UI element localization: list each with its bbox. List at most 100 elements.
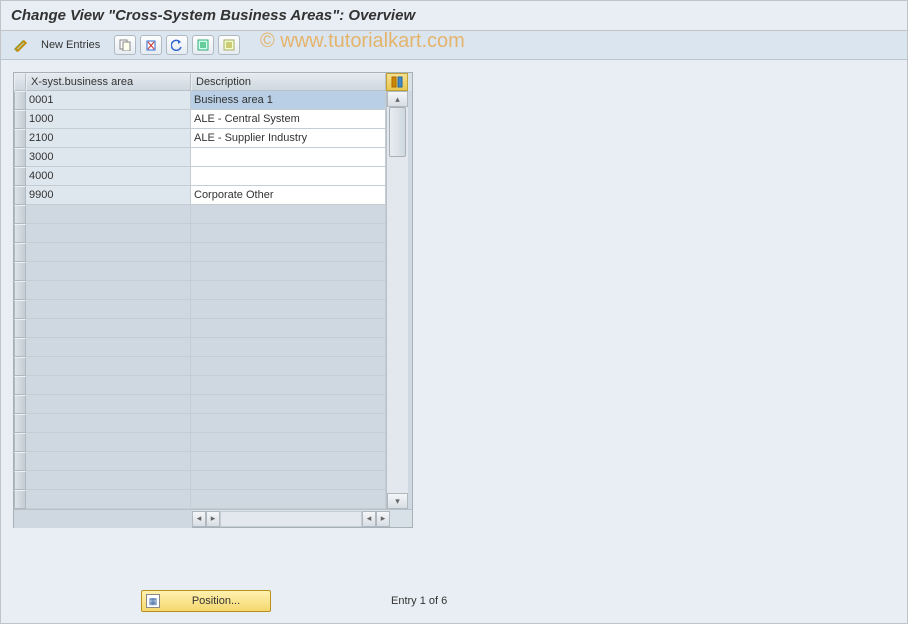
table-row[interactable]: 1000ALE - Central System: [14, 110, 386, 129]
table-row[interactable]: 3000: [14, 148, 386, 167]
cell-description: [191, 452, 386, 471]
cell-code: [26, 243, 191, 262]
cell-code[interactable]: 3000: [26, 148, 191, 167]
scroll-right-icon[interactable]: ◂: [362, 511, 376, 527]
cell-description: [191, 205, 386, 224]
scroll-track[interactable]: [387, 107, 408, 493]
row-selector[interactable]: [14, 205, 26, 224]
cell-description: [191, 300, 386, 319]
row-selector[interactable]: [14, 300, 26, 319]
row-selector-header[interactable]: [14, 73, 26, 91]
cell-description: [191, 357, 386, 376]
cell-description[interactable]: ALE - Central System: [191, 110, 386, 129]
cell-description[interactable]: ALE - Supplier Industry: [191, 129, 386, 148]
table-row-empty: [14, 490, 386, 509]
cell-description[interactable]: [191, 167, 386, 186]
cell-description: [191, 262, 386, 281]
cell-code[interactable]: 9900: [26, 186, 191, 205]
scroll-up-icon[interactable]: ▴: [387, 91, 408, 107]
entry-counter: Entry 1 of 6: [391, 595, 447, 607]
row-selector[interactable]: [14, 452, 26, 471]
cell-code: [26, 300, 191, 319]
cell-description[interactable]: [191, 148, 386, 167]
table-row-empty: [14, 319, 386, 338]
cell-code[interactable]: 4000: [26, 167, 191, 186]
cell-description[interactable]: Business area 1: [191, 91, 386, 110]
row-selector[interactable]: [14, 490, 26, 509]
undo-icon[interactable]: [166, 35, 188, 55]
row-selector[interactable]: [14, 148, 26, 167]
page-title: Change View "Cross-System Business Areas…: [11, 7, 415, 24]
select-all-icon[interactable]: [192, 35, 214, 55]
table-row[interactable]: 4000: [14, 167, 386, 186]
position-button-label: Position...: [166, 595, 266, 607]
cell-code: [26, 376, 191, 395]
cell-code[interactable]: 1000: [26, 110, 191, 129]
row-selector[interactable]: [14, 243, 26, 262]
hscroll-track[interactable]: [220, 511, 362, 527]
row-selector[interactable]: [14, 319, 26, 338]
row-selector[interactable]: [14, 376, 26, 395]
row-selector[interactable]: [14, 395, 26, 414]
position-button[interactable]: ▦ Position...: [141, 590, 271, 612]
column-header-description[interactable]: Description: [191, 73, 386, 91]
cell-code: [26, 262, 191, 281]
row-selector[interactable]: [14, 167, 26, 186]
row-selector[interactable]: [14, 357, 26, 376]
page-title-bar: Change View "Cross-System Business Areas…: [0, 0, 908, 31]
table-row-empty: [14, 205, 386, 224]
toggle-edit-icon[interactable]: [9, 35, 33, 55]
footer-row: ▦ Position... Entry 1 of 6: [141, 590, 447, 612]
row-selector[interactable]: [14, 433, 26, 452]
table-row-empty: [14, 300, 386, 319]
table-row-empty: [14, 395, 386, 414]
new-entries-button[interactable]: New Entries: [37, 39, 110, 51]
table-row-empty: [14, 338, 386, 357]
cell-code[interactable]: 2100: [26, 129, 191, 148]
scroll-right-end-icon[interactable]: ▸: [376, 511, 390, 527]
scroll-down-icon[interactable]: ▾: [387, 493, 408, 509]
row-selector[interactable]: [14, 262, 26, 281]
cell-code: [26, 357, 191, 376]
delete-icon[interactable]: [140, 35, 162, 55]
cell-code: [26, 205, 191, 224]
row-selector[interactable]: [14, 414, 26, 433]
cell-code: [26, 395, 191, 414]
column-header-code[interactable]: X-syst.business area: [26, 73, 191, 91]
row-selector[interactable]: [14, 471, 26, 490]
content-area: X-syst.business area Description 0001Bus…: [0, 60, 908, 624]
cell-description: [191, 471, 386, 490]
table-row[interactable]: 2100ALE - Supplier Industry: [14, 129, 386, 148]
row-selector[interactable]: [14, 129, 26, 148]
cell-code[interactable]: 0001: [26, 91, 191, 110]
row-selector[interactable]: [14, 110, 26, 129]
table-header-row: X-syst.business area Description: [14, 73, 412, 91]
table-row-empty: [14, 357, 386, 376]
cell-description: [191, 281, 386, 300]
select-block-icon[interactable]: [218, 35, 240, 55]
cell-description: [191, 414, 386, 433]
cell-description: [191, 338, 386, 357]
table-row[interactable]: 9900Corporate Other: [14, 186, 386, 205]
cell-code: [26, 319, 191, 338]
row-selector[interactable]: [14, 338, 26, 357]
vertical-scrollbar[interactable]: ▴ ▾: [386, 91, 408, 509]
cell-code: [26, 338, 191, 357]
copy-icon[interactable]: [114, 35, 136, 55]
table-row[interactable]: 0001Business area 1: [14, 91, 386, 110]
cell-description: [191, 243, 386, 262]
cell-description[interactable]: Corporate Other: [191, 186, 386, 205]
scroll-thumb[interactable]: [389, 107, 406, 157]
row-selector[interactable]: [14, 224, 26, 243]
column-config-icon[interactable]: [386, 73, 408, 91]
scroll-left-start-icon[interactable]: ◂: [192, 511, 206, 527]
row-selector[interactable]: [14, 281, 26, 300]
horizontal-scrollbar[interactable]: ◂ ▸ ◂ ▸: [14, 509, 412, 527]
cell-code: [26, 433, 191, 452]
scroll-left-icon[interactable]: ▸: [206, 511, 220, 527]
table-row-empty: [14, 414, 386, 433]
row-selector[interactable]: [14, 91, 26, 110]
table-row-empty: [14, 433, 386, 452]
row-selector[interactable]: [14, 186, 26, 205]
cell-code: [26, 452, 191, 471]
